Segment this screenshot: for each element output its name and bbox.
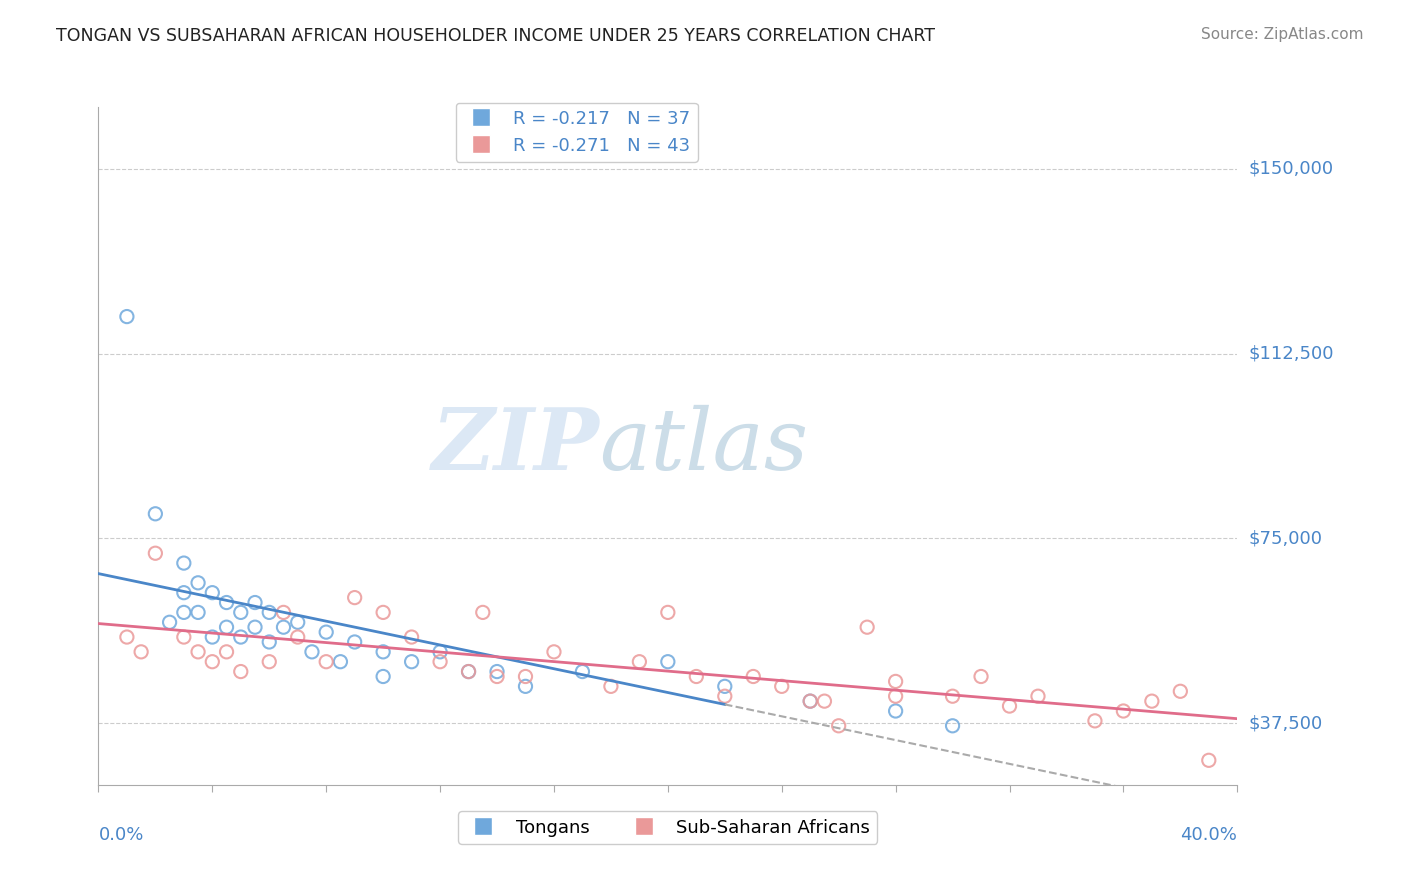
Point bbox=[373, 669, 395, 683]
Point bbox=[259, 655, 281, 669]
Point bbox=[115, 310, 138, 324]
Point bbox=[813, 694, 835, 708]
Point bbox=[628, 655, 651, 669]
Point bbox=[429, 645, 451, 659]
Point bbox=[173, 606, 195, 620]
Point bbox=[942, 719, 965, 733]
Point bbox=[145, 546, 167, 560]
Point bbox=[657, 606, 679, 620]
Point bbox=[515, 679, 537, 693]
Point bbox=[159, 615, 181, 630]
Point bbox=[685, 669, 707, 683]
Point bbox=[714, 679, 737, 693]
Point bbox=[770, 679, 793, 693]
Point bbox=[129, 645, 152, 659]
Point bbox=[457, 665, 479, 679]
Point bbox=[1140, 694, 1163, 708]
Point bbox=[373, 645, 395, 659]
Point bbox=[543, 645, 565, 659]
Point bbox=[970, 669, 993, 683]
Point bbox=[942, 690, 965, 704]
Point bbox=[187, 575, 209, 590]
Point bbox=[714, 690, 737, 704]
Point bbox=[215, 645, 238, 659]
Text: Source: ZipAtlas.com: Source: ZipAtlas.com bbox=[1201, 27, 1364, 42]
Point bbox=[173, 585, 195, 599]
Point bbox=[799, 694, 821, 708]
Point bbox=[373, 606, 395, 620]
Point bbox=[828, 719, 851, 733]
Point bbox=[229, 630, 252, 644]
Point bbox=[201, 655, 224, 669]
Point bbox=[201, 585, 224, 599]
Text: 40.0%: 40.0% bbox=[1181, 826, 1237, 844]
Point bbox=[215, 620, 238, 634]
Point bbox=[215, 595, 238, 609]
Point bbox=[429, 655, 451, 669]
Point bbox=[343, 635, 366, 649]
Point bbox=[1198, 753, 1220, 767]
Text: $150,000: $150,000 bbox=[1249, 160, 1333, 178]
Point bbox=[457, 665, 479, 679]
Point bbox=[742, 669, 765, 683]
Point bbox=[273, 620, 295, 634]
Point bbox=[884, 674, 907, 689]
Point bbox=[243, 620, 266, 634]
Point bbox=[1026, 690, 1049, 704]
Point bbox=[401, 655, 423, 669]
Point bbox=[201, 630, 224, 644]
Point bbox=[1170, 684, 1192, 698]
Point bbox=[1084, 714, 1107, 728]
Text: $75,000: $75,000 bbox=[1249, 530, 1323, 548]
Point bbox=[301, 645, 323, 659]
Point bbox=[187, 606, 209, 620]
Point bbox=[856, 620, 879, 634]
Point bbox=[287, 615, 309, 630]
Point bbox=[486, 669, 509, 683]
Point bbox=[571, 665, 593, 679]
Point bbox=[273, 606, 295, 620]
Point bbox=[657, 655, 679, 669]
Point bbox=[187, 645, 209, 659]
Point bbox=[259, 635, 281, 649]
Point bbox=[315, 655, 337, 669]
Point bbox=[315, 625, 337, 640]
Text: atlas: atlas bbox=[599, 405, 808, 487]
Point bbox=[1112, 704, 1135, 718]
Point bbox=[515, 669, 537, 683]
Point bbox=[173, 630, 195, 644]
Point bbox=[259, 606, 281, 620]
Point bbox=[343, 591, 366, 605]
Point bbox=[329, 655, 352, 669]
Point bbox=[471, 606, 494, 620]
Legend: Tongans, Sub-Saharan Africans: Tongans, Sub-Saharan Africans bbox=[458, 812, 877, 844]
Point bbox=[401, 630, 423, 644]
Point bbox=[486, 665, 509, 679]
Text: ZIP: ZIP bbox=[432, 404, 599, 488]
Text: $112,500: $112,500 bbox=[1249, 344, 1334, 362]
Point bbox=[173, 556, 195, 570]
Text: $37,500: $37,500 bbox=[1249, 714, 1323, 732]
Point bbox=[998, 699, 1021, 714]
Point bbox=[884, 690, 907, 704]
Point bbox=[600, 679, 623, 693]
Point bbox=[799, 694, 821, 708]
Point bbox=[243, 595, 266, 609]
Point bbox=[229, 606, 252, 620]
Text: 0.0%: 0.0% bbox=[98, 826, 143, 844]
Point bbox=[884, 704, 907, 718]
Point bbox=[229, 665, 252, 679]
Point bbox=[115, 630, 138, 644]
Point bbox=[287, 630, 309, 644]
Text: TONGAN VS SUBSAHARAN AFRICAN HOUSEHOLDER INCOME UNDER 25 YEARS CORRELATION CHART: TONGAN VS SUBSAHARAN AFRICAN HOUSEHOLDER… bbox=[56, 27, 935, 45]
Point bbox=[145, 507, 167, 521]
